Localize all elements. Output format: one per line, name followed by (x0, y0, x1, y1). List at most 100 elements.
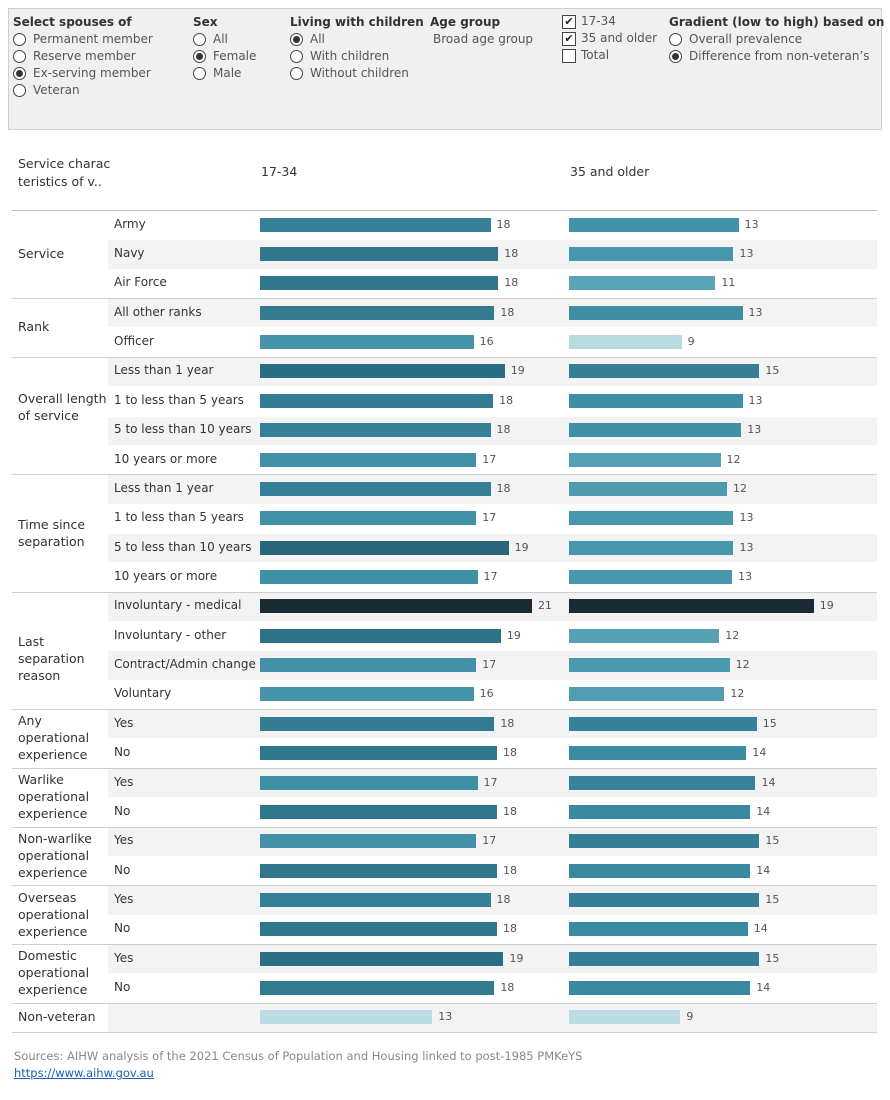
value-label: 15 (765, 892, 780, 906)
group-label: Overall length of service (18, 390, 107, 423)
group-line (12, 591, 877, 593)
value-label: 21 (537, 599, 552, 613)
radio-option[interactable]: Reserve member (33, 49, 136, 63)
category-label: Yes (114, 715, 134, 730)
value-label: 18 (504, 247, 519, 261)
bar (260, 834, 477, 849)
radio-button[interactable] (290, 33, 303, 46)
radio-option[interactable]: Overall prevalence (689, 32, 803, 46)
group-label: Last separation reason (18, 634, 85, 684)
category-label: Yes (114, 950, 134, 965)
radio-option[interactable]: Veteran (33, 83, 80, 97)
bar (260, 892, 491, 907)
value-label: 18 (500, 981, 515, 995)
bar (569, 364, 760, 379)
radio-button[interactable] (13, 50, 26, 63)
radio-button[interactable] (290, 67, 303, 80)
bar (569, 716, 757, 731)
row-shade (108, 1003, 877, 1033)
category-label: 1 to less than 5 years (114, 510, 244, 525)
category-label: All other ranks (114, 304, 202, 319)
radio-option[interactable]: All (213, 32, 228, 46)
bar (569, 658, 730, 673)
group-line (12, 1002, 877, 1004)
checkbox[interactable] (562, 49, 576, 63)
radio-option[interactable]: Female (213, 49, 257, 63)
checkbox-option[interactable]: Total (581, 48, 610, 62)
sources: Sources: AIHW analysis of the 2021 Censu… (14, 1049, 583, 1063)
radio-button[interactable] (669, 50, 682, 63)
checkbox-option[interactable]: 17-34 (581, 14, 616, 28)
radio-option[interactable]: All (310, 32, 325, 46)
radio-option[interactable]: Male (213, 66, 242, 80)
filter-title: Gradient (low to high) based on (669, 15, 885, 29)
row-shade (108, 886, 877, 915)
category-label: No (114, 862, 131, 877)
checkbox-option[interactable]: 35 and older (581, 31, 658, 45)
bar (260, 951, 504, 966)
radio-option[interactable]: Difference from non-veteran’s (689, 49, 870, 63)
bar (260, 804, 497, 819)
bar (260, 658, 477, 673)
link[interactable]: https://www.aihw.gov.au (14, 1066, 154, 1080)
group-label: Time since separation (18, 516, 86, 549)
group-line (12, 356, 877, 358)
bar (569, 540, 734, 555)
value-label: 14 (756, 804, 771, 818)
row-shade (108, 475, 877, 504)
value-label: 9 (686, 1010, 694, 1024)
dropdown-value[interactable]: Broad age group (433, 32, 534, 46)
value-label: 11 (721, 276, 736, 290)
category-label: Army (114, 216, 146, 231)
value-label: 18 (499, 393, 514, 407)
bar (569, 892, 760, 907)
value-label: 18 (496, 892, 511, 906)
category-label: 1 to less than 5 years (114, 392, 244, 407)
bar (569, 804, 751, 819)
category-label: Yes (114, 774, 134, 789)
bar (260, 305, 495, 320)
value-label: 15 (765, 364, 780, 378)
value-label: 12 (730, 687, 745, 701)
bar (260, 393, 494, 408)
radio-button[interactable] (669, 33, 682, 46)
filter-title: Sex (193, 15, 218, 29)
radio-option[interactable]: With children (310, 49, 390, 63)
value-label: 16 (479, 335, 494, 349)
group-label: Domestic operational experience (18, 948, 90, 998)
bar (260, 570, 478, 584)
value-label: 19 (509, 951, 524, 965)
value-label: 18 (502, 746, 517, 760)
value-label: 13 (739, 511, 754, 525)
filter-title: Age group (430, 15, 501, 29)
bar (569, 599, 814, 614)
checkbox[interactable]: ✔ (562, 32, 576, 46)
value-label: 14 (761, 775, 776, 789)
bar (569, 746, 747, 761)
radio-option[interactable]: Ex-serving member (33, 66, 151, 80)
radio-option[interactable]: Without children (310, 66, 409, 80)
radio-option[interactable]: Permanent member (33, 32, 153, 46)
value-label: 16 (479, 687, 494, 701)
radio-button[interactable] (13, 33, 26, 46)
category-label: 5 to less than 10 years (114, 422, 252, 437)
group-line (12, 709, 877, 711)
value-label: 15 (765, 834, 780, 848)
category-label: Navy (114, 246, 145, 261)
radio-button[interactable] (13, 84, 26, 97)
category-label: 10 years or more (114, 451, 218, 466)
bar (260, 746, 497, 761)
radio-button[interactable] (290, 50, 303, 63)
radio-button[interactable] (193, 67, 206, 80)
radio-button[interactable] (13, 67, 26, 80)
bar (569, 775, 756, 790)
value-label: 17 (483, 570, 498, 583)
radio-button[interactable] (193, 33, 206, 46)
checkbox[interactable]: ✔ (562, 15, 576, 29)
bar (260, 981, 495, 996)
category-label: Yes (114, 891, 134, 906)
group-line (12, 1032, 877, 1034)
radio-button[interactable] (193, 50, 206, 63)
filter-title: Select spouses of (13, 15, 132, 29)
